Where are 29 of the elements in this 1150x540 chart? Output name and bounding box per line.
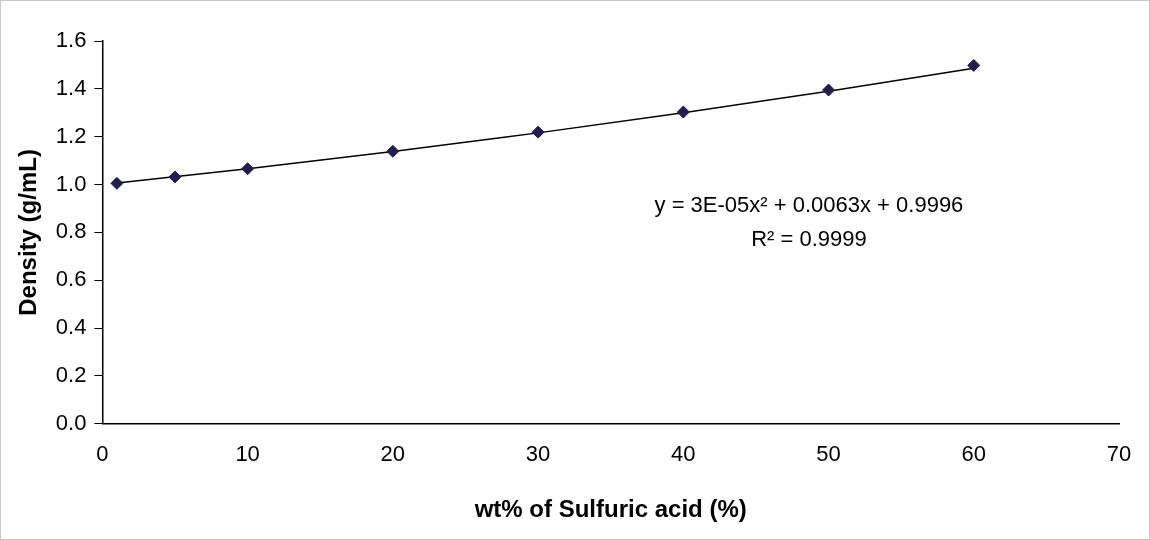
y-tick-label: 0.0 — [55, 409, 87, 435]
point — [822, 83, 836, 97]
y-tick-label: 0.4 — [55, 314, 87, 340]
x-tick-label: 0 — [96, 441, 109, 467]
annotation: y = 3E-05x² + 0.0063x + 0.9996 — [654, 191, 964, 217]
x-tick-label: 60 — [961, 441, 987, 467]
y-tick-label: 1.4 — [55, 74, 87, 100]
x-tick-label: 20 — [380, 441, 406, 467]
x-tick-label: 30 — [525, 441, 551, 467]
x-tick-label: 50 — [816, 441, 841, 467]
x-tick-label: 10 — [235, 441, 260, 467]
y-axis-title: Density (g/mL) — [14, 149, 42, 316]
y-tick-label: 1.0 — [55, 170, 87, 196]
point — [241, 162, 255, 176]
x-tick-label: 40 — [671, 441, 696, 467]
y-tick-label: 0.6 — [55, 266, 87, 292]
annotation: R² = 0.9999 — [751, 225, 867, 251]
x-tick-label: 70 — [1106, 441, 1132, 467]
point — [110, 176, 124, 190]
point — [676, 105, 690, 119]
point — [168, 170, 182, 184]
point — [967, 58, 981, 72]
x-axis-title: wt% of Sulfuric acid (%) — [473, 495, 747, 523]
y-tick-label: 1.2 — [55, 122, 87, 148]
y-tick-label: 0.8 — [55, 218, 87, 244]
y-tick-label: 1.6 — [55, 27, 87, 53]
y-tick-label: 0.2 — [55, 362, 87, 388]
point — [531, 125, 545, 139]
point — [386, 144, 400, 158]
